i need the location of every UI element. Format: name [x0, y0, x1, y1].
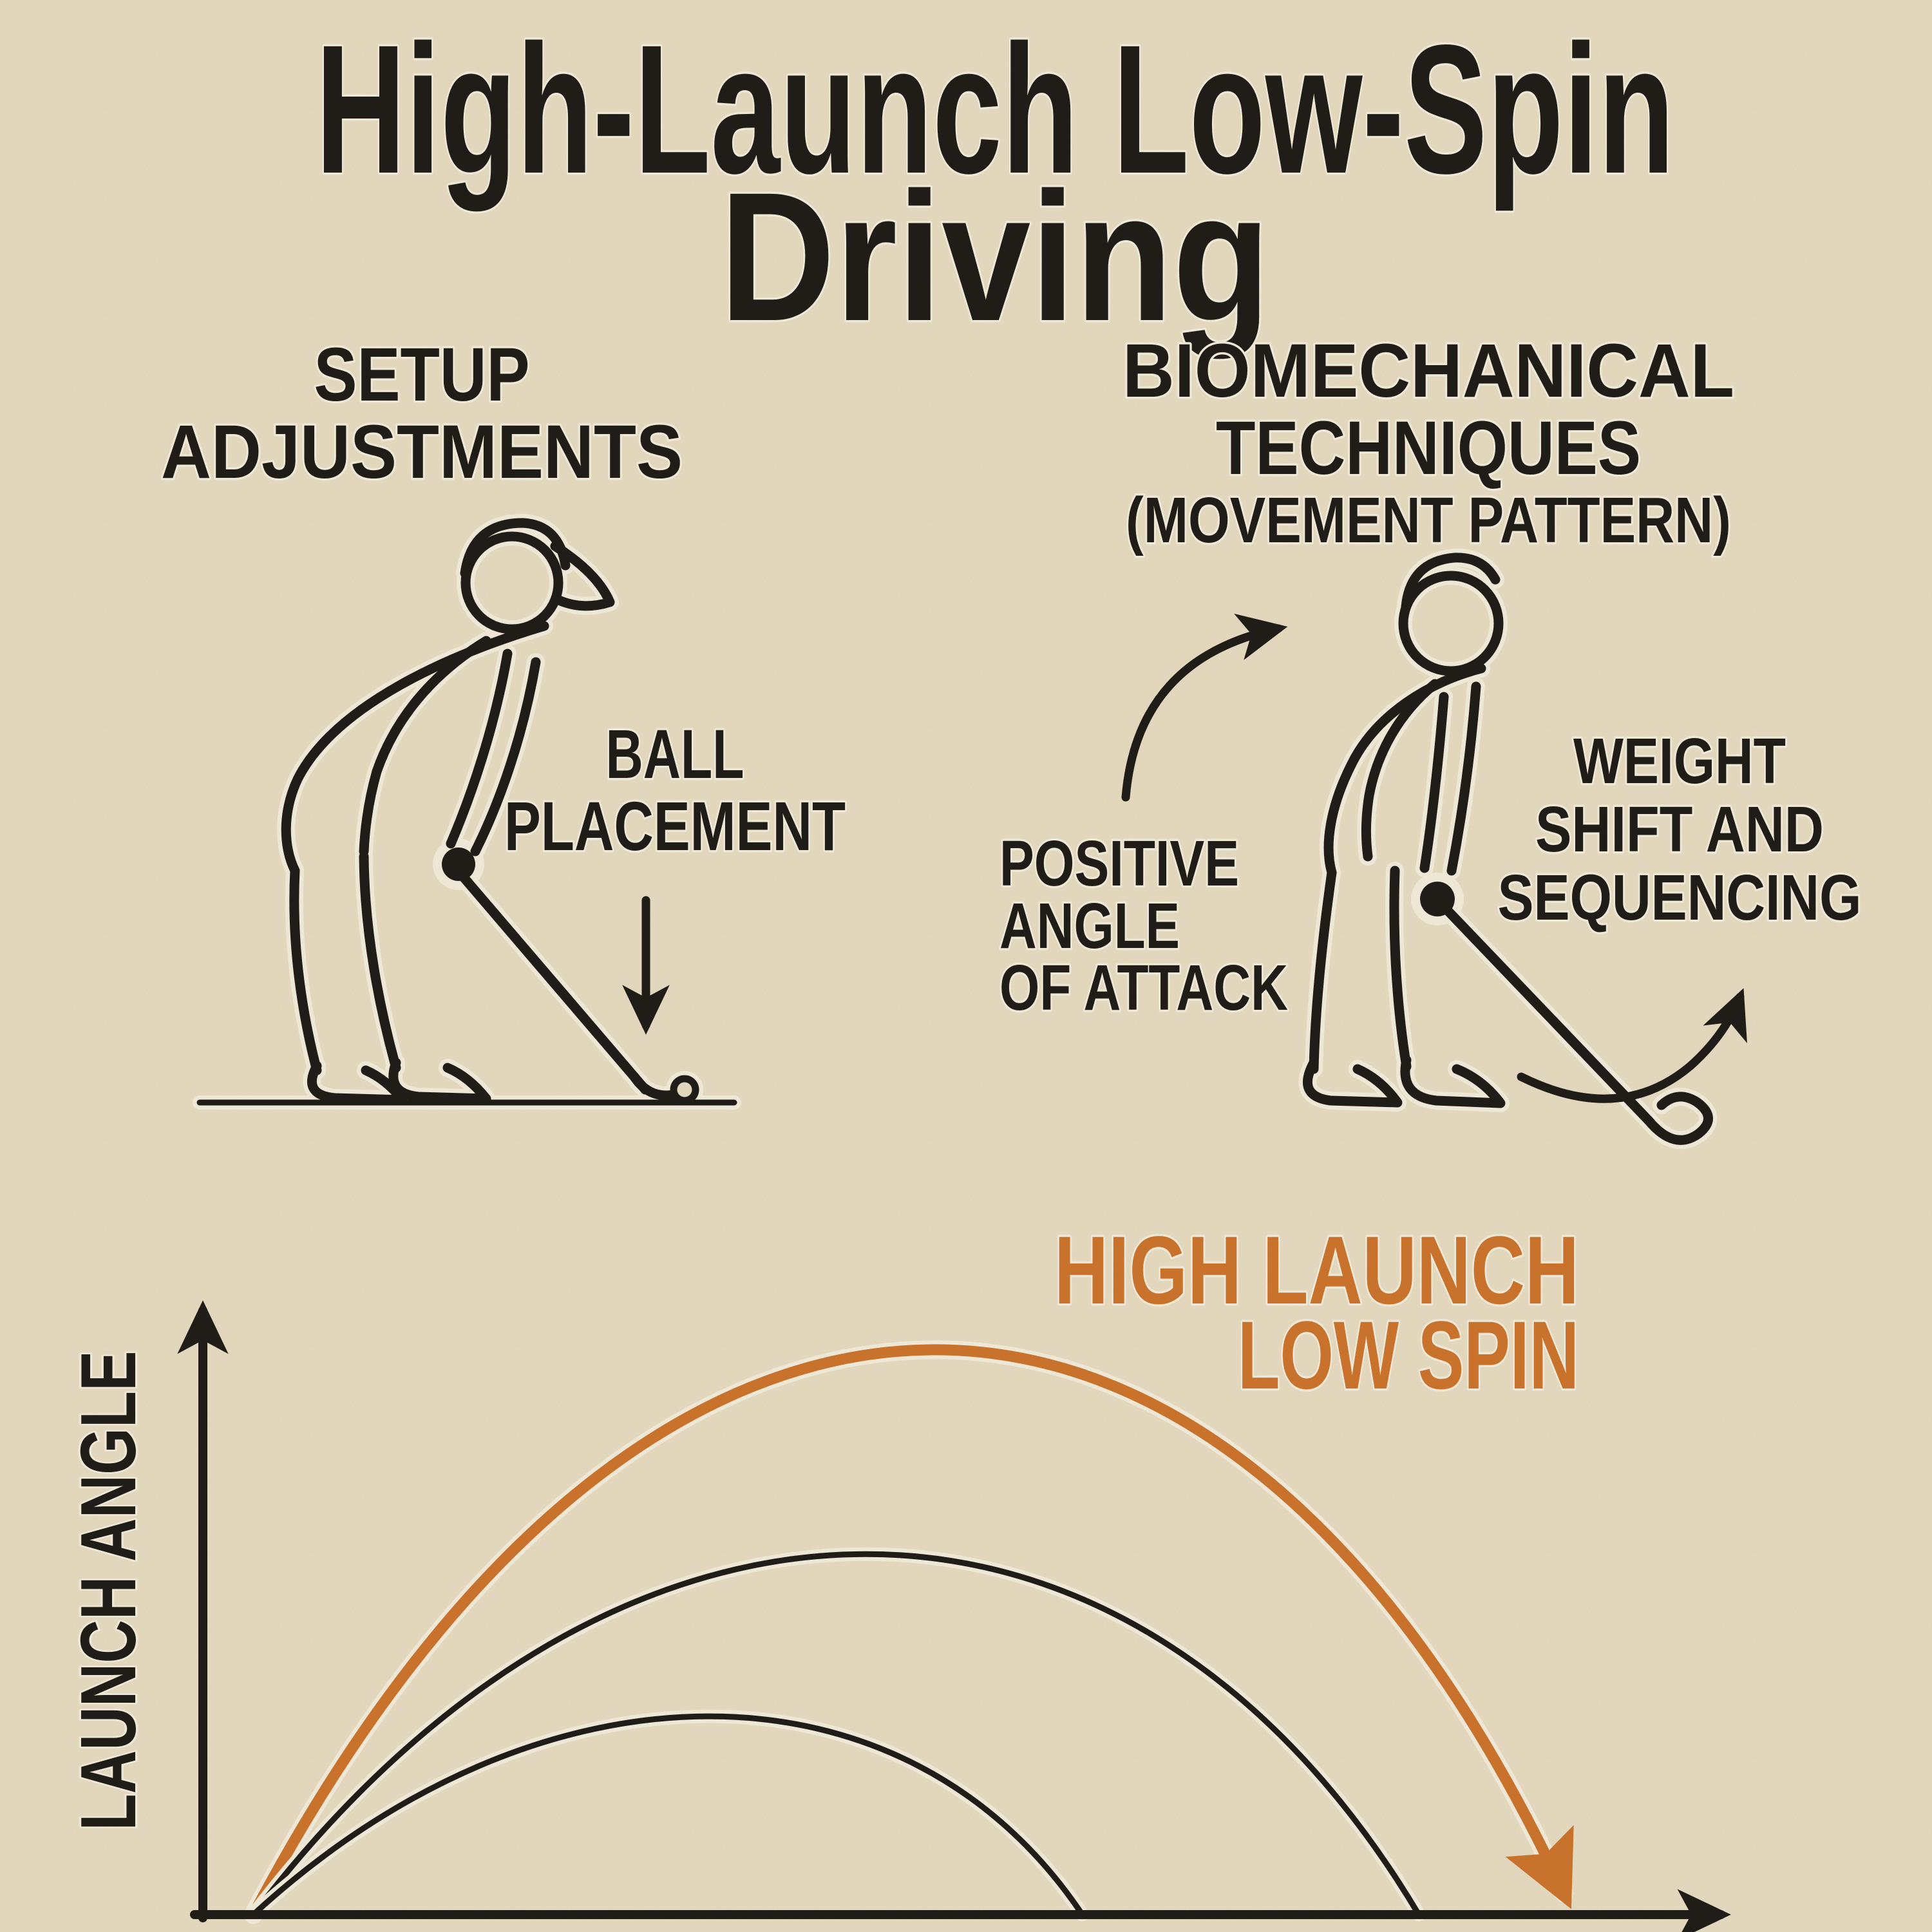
paper-texture-overlay: [0, 0, 1932, 1932]
infographic-canvas: High-Launch Low-Spin Driving SETUP ADJUS…: [0, 0, 1932, 1932]
